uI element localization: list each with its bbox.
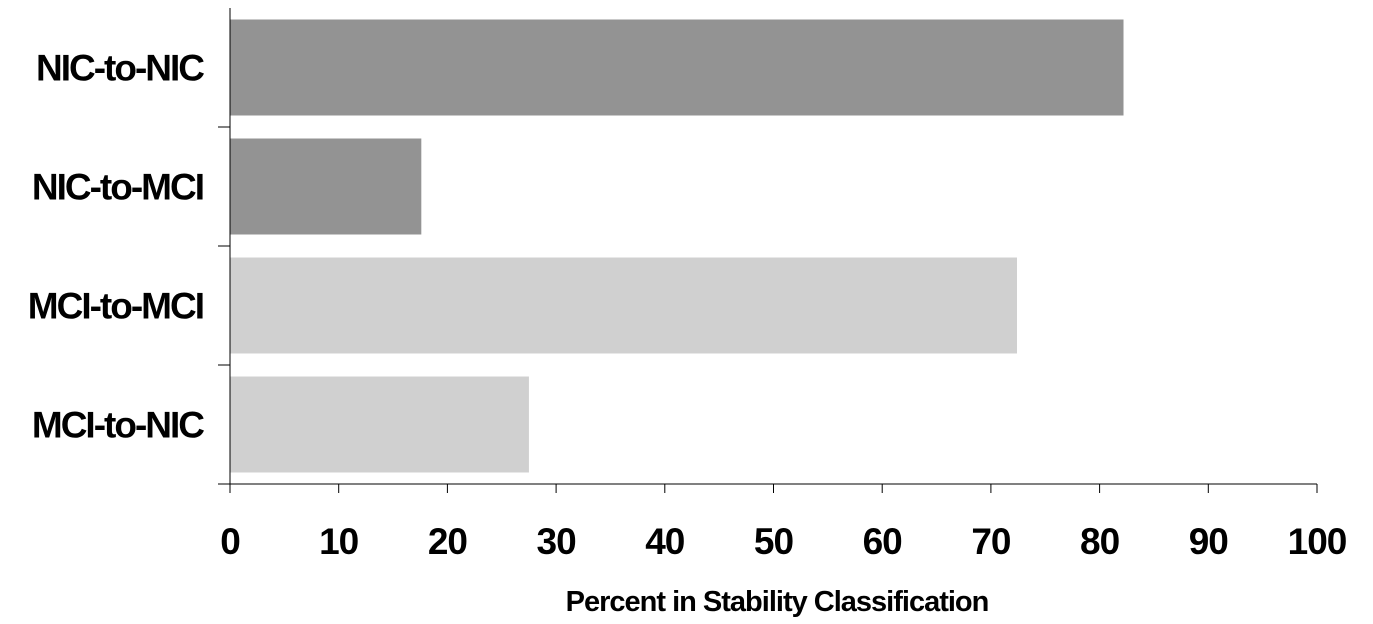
category-label-nic-to-mci: NIC-to-MCI	[32, 167, 203, 208]
x-tick-label-80: 80	[1080, 521, 1120, 562]
x-tick-label-70: 70	[971, 521, 1011, 562]
bar-mci-to-mci	[230, 257, 1017, 354]
category-labels-group: NIC-to-NIC NIC-to-MCI MCI-to-MCI MCI-to-NIC	[28, 48, 206, 446]
x-tick-label-20: 20	[428, 521, 468, 562]
bar-nic-to-nic	[230, 19, 1124, 116]
x-tick-label-10: 10	[319, 521, 359, 562]
bar-nic-to-mci	[230, 138, 422, 235]
x-tick-label-40: 40	[645, 521, 685, 562]
x-axis-title: Percent in Stability Classification	[566, 586, 989, 618]
category-label-nic-to-nic: NIC-to-NIC	[36, 48, 204, 89]
x-tick-label-100: 100	[1288, 521, 1347, 562]
x-tick-label-30: 30	[537, 521, 577, 562]
bars-group	[230, 19, 1124, 473]
x-tick-label-50: 50	[754, 521, 794, 562]
x-tick-label-0: 0	[220, 521, 240, 562]
category-label-mci-to-nic: MCI-to-NIC	[32, 405, 204, 446]
bar-mci-to-nic	[230, 376, 529, 473]
ticks-group: 0 10 20 30 40 50 60 70 80 90 100	[218, 126, 1348, 562]
x-tick-label-60: 60	[863, 521, 903, 562]
category-label-mci-to-mci: MCI-to-MCI	[28, 286, 203, 327]
x-tick-label-90: 90	[1189, 521, 1229, 562]
